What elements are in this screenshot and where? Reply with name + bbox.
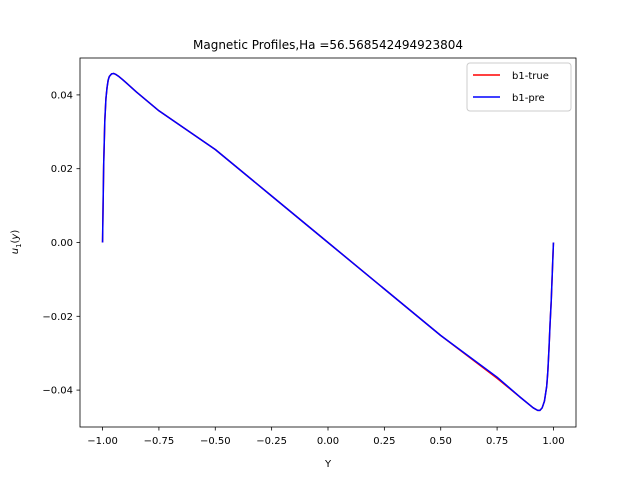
y-tick-label: 0.04	[51, 90, 73, 101]
x-axis-ticks: −1.00 −0.75 −0.50 −0.25 0.00 0.25 0.50 0.75 1.00	[87, 427, 565, 447]
legend-label-b1-pre: b1-pre	[512, 93, 545, 104]
x-tick-label: −0.75	[144, 436, 175, 447]
x-axis-label: Y	[324, 459, 332, 470]
y-tick-label: −0.02	[42, 312, 73, 323]
series-layer	[101, 72, 555, 412]
x-tick-label: −0.50	[200, 436, 231, 447]
x-tick-label: 0.25	[373, 436, 395, 447]
y-axis-label: u1(y)	[10, 230, 23, 255]
y-tick-label: −0.04	[42, 386, 73, 397]
series-line-b1-pre	[101, 72, 555, 412]
legend: b1-true b1-pre	[466, 62, 572, 112]
legend-label-b1-true: b1-true	[512, 71, 549, 82]
chart-title: Magnetic Profiles,Ha =56.568542494923804	[193, 38, 463, 52]
y-tick-label: 0.02	[51, 164, 73, 175]
x-tick-label: 1.00	[542, 436, 564, 447]
x-tick-label: −1.00	[87, 436, 118, 447]
x-tick-label: 0.50	[430, 436, 452, 447]
x-tick-label: −0.25	[256, 436, 287, 447]
x-tick-label: 0.00	[317, 436, 339, 447]
y-tick-label: 0.00	[51, 238, 73, 249]
y-axis-ticks: −0.04 −0.02 0.00 0.02 0.04	[42, 90, 80, 397]
x-tick-label: 0.75	[486, 436, 508, 447]
